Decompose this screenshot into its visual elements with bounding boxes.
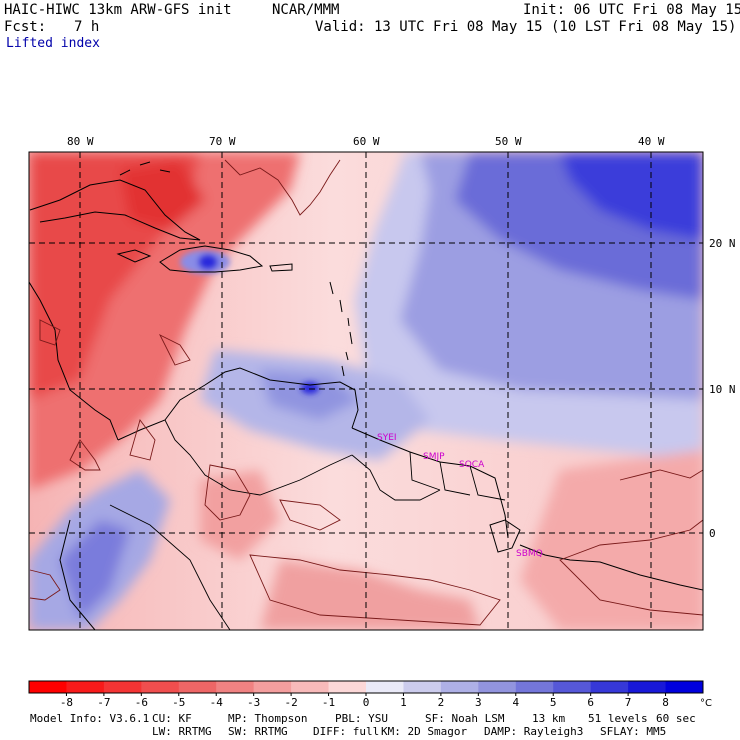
colorbar-tick-label: 0 <box>363 696 370 709</box>
colorbar-swatch <box>253 681 292 693</box>
sw-scheme: SW: RRTMG <box>228 725 288 738</box>
colorbar-tick-label: -4 <box>210 696 224 709</box>
colorbar-tick-label: -6 <box>135 696 148 709</box>
colorbar-swatch <box>590 681 629 693</box>
lon-label: 60 W <box>353 135 380 148</box>
colorbar-swatch <box>103 681 142 693</box>
cu-scheme: CU: KF <box>152 712 192 725</box>
colorbar-tick-label: -1 <box>322 696 335 709</box>
coastlines <box>29 161 703 630</box>
colorbar-swatch <box>478 681 517 693</box>
colorbar-swatch <box>66 681 105 693</box>
colorbar-tick-label: 2 <box>438 696 445 709</box>
km-scheme: KM: 2D Smagor <box>381 725 468 738</box>
colorbar-tick-label: 6 <box>587 696 594 709</box>
sflay-scheme: SFLAY: MM5 <box>600 725 667 738</box>
colorbar: -8 -7 -6 -5 -4 -3 -2 -1 0 1 2 3 4 5 6 7 8 °C <box>28 680 712 709</box>
colorbar-swatch <box>665 681 704 693</box>
colorbar-swatch <box>29 681 67 693</box>
colorbar-tick-label: 7 <box>625 696 632 709</box>
forecast-label: Fcst: <box>4 19 47 35</box>
field-name: Lifted index <box>6 36 100 51</box>
colorbar-tick-label: -7 <box>97 696 110 709</box>
valid-time: Valid: 13 UTC Fri 08 May 15 (10 LST Fri … <box>315 19 737 35</box>
colorbar-tick-label: 8 <box>662 696 669 709</box>
colorbar-unit: °C <box>700 698 712 709</box>
lon-label: 40 W <box>638 135 665 148</box>
colorbar-tick-label: -8 <box>60 696 73 709</box>
station-label: SYEI <box>377 433 397 443</box>
map-field: SYEI SMJP SOCA SBMQ <box>29 152 703 630</box>
mp-scheme: MP: Thompson <box>228 712 308 725</box>
graticule <box>29 152 703 630</box>
colorbar-swatch <box>628 681 667 693</box>
lon-label: 50 W <box>495 135 522 148</box>
station-label: SMJP <box>423 452 445 462</box>
colorbar-swatch <box>366 681 404 693</box>
org-label: NCAR/MMM <box>272 2 340 18</box>
colorbar-tick-label: 5 <box>550 696 557 709</box>
station-label: SOCA <box>459 460 485 470</box>
timestep: 60 sec <box>656 712 696 725</box>
colorbar-swatch <box>440 681 479 693</box>
lon-label: 80 W <box>67 135 94 148</box>
colorbar-tick-label: 4 <box>512 696 519 709</box>
colorbar-swatch <box>178 681 217 693</box>
colorbar-tick-label: -5 <box>172 696 185 709</box>
colorbar-tick-label: -2 <box>284 696 297 709</box>
colorbar-tick-label: 3 <box>475 696 482 709</box>
colorbar-tick-label: -3 <box>247 696 260 709</box>
model-info: Model Info: V3.6.1 <box>30 712 150 725</box>
station-label: SBMQ <box>516 549 543 559</box>
lat-label: 20 N <box>709 237 736 250</box>
forecast-hours: 7 h <box>74 19 100 35</box>
colorbar-swatch <box>216 681 255 693</box>
colorbar-swatch <box>141 681 180 693</box>
lw-scheme: LW: RRTMG <box>152 725 212 738</box>
pbl-scheme: PBL: YSU <box>335 712 388 725</box>
sf-scheme: SF: Noah LSM <box>425 712 505 725</box>
damp-scheme: DAMP: Rayleigh3 <box>484 725 584 738</box>
model-title: HAIC-HIWC 13km ARW-GFS init <box>4 2 232 18</box>
diff-scheme: DIFF: full <box>313 725 380 738</box>
colorbar-swatch <box>515 681 554 693</box>
resolution: 13 km <box>532 712 566 725</box>
lat-label: 0 <box>709 527 716 540</box>
colorbar-swatch <box>553 681 592 693</box>
lat-label: 10 N <box>709 383 736 396</box>
lon-label: 70 W <box>209 135 236 148</box>
colorbar-swatch <box>328 681 367 693</box>
init-time: Init: 06 UTC Fri 08 May 15 <box>523 2 740 18</box>
colorbar-swatch <box>403 681 442 693</box>
colorbar-tick-label: 1 <box>400 696 407 709</box>
levels: 51 levels <box>588 712 648 725</box>
map-frame <box>28 151 704 631</box>
colorbar-swatch <box>291 681 330 693</box>
contours <box>29 159 703 626</box>
